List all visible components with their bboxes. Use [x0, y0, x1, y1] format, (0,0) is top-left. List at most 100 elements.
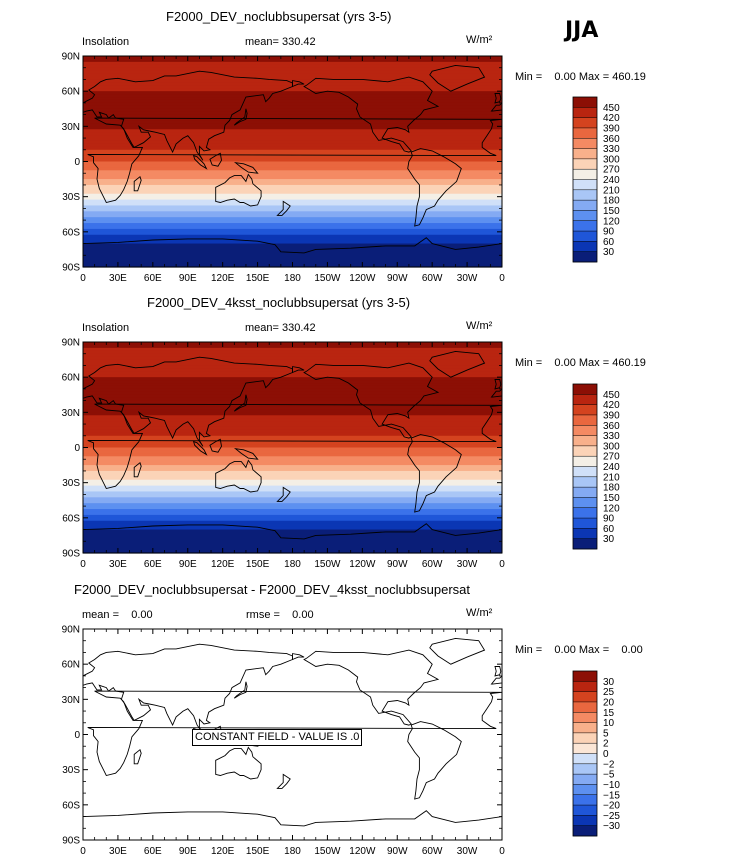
field-band	[83, 67, 502, 72]
coastline	[429, 637, 486, 665]
coastline	[233, 681, 248, 699]
field-band	[83, 441, 502, 446]
field-band	[83, 514, 502, 519]
y-tick-label: 30N	[62, 408, 80, 419]
coastline	[87, 690, 502, 777]
x-tick-label: 120W	[349, 559, 376, 570]
field-band	[83, 383, 502, 387]
field-band	[83, 353, 502, 358]
field-band	[83, 453, 502, 457]
field-band	[83, 97, 502, 101]
stat-value: 330.42	[282, 36, 316, 48]
x-tick-label: 180	[284, 273, 301, 284]
field-band	[83, 535, 502, 539]
colorbar-label: 240	[603, 462, 620, 473]
coastline	[292, 366, 305, 374]
field-band	[83, 511, 502, 516]
colorbar-box	[573, 815, 597, 826]
colorbar-label: 270	[603, 452, 620, 463]
x-tick-label: 30E	[109, 559, 127, 570]
x-tick-label: 30W	[457, 273, 478, 284]
panel-left-label-2: Insolation	[82, 322, 130, 334]
field-band	[83, 88, 502, 92]
panel-title-1: F2000_DEV_noclubbsupersat (yrs 3-5)	[166, 9, 392, 24]
x-tick-label: 90E	[179, 559, 197, 570]
field-band	[83, 421, 502, 425]
colorbar-label: −2	[603, 759, 615, 770]
colorbar-label: 210	[603, 472, 620, 483]
field-band	[83, 470, 502, 475]
x-tick-label: 60W	[422, 559, 443, 570]
colorbar-label: 90	[603, 227, 615, 238]
field-band	[83, 243, 502, 248]
field-band	[83, 374, 502, 378]
field-band	[83, 211, 502, 215]
colorbar-label: 300	[603, 154, 620, 165]
min-max-1: Min = 0.00 Max = 460.19	[515, 71, 646, 83]
field-band	[83, 523, 502, 528]
field-band	[83, 187, 502, 192]
colorbar-box	[573, 456, 597, 467]
colorbar-box	[573, 466, 597, 478]
colorbar-label: 300	[603, 441, 620, 452]
x-tick-label: 180	[284, 559, 301, 570]
colorbar-label: 90	[603, 514, 615, 525]
field-band	[83, 91, 502, 95]
colorbar-box	[573, 743, 597, 754]
colorbar-box	[573, 784, 597, 796]
colorbar-box	[573, 753, 597, 765]
field-band	[83, 158, 502, 163]
colorbar-label: 330	[603, 144, 620, 155]
colorbar-box	[573, 681, 597, 692]
field-band	[83, 126, 502, 130]
field-band	[83, 491, 502, 495]
colorbar-label: 30	[603, 534, 615, 545]
field-band	[83, 167, 502, 171]
y-tick-label: 60N	[62, 87, 80, 98]
x-tick-label: 150E	[246, 273, 270, 284]
field-band	[83, 485, 502, 490]
field-band	[83, 249, 502, 253]
x-tick-label: 150W	[314, 559, 341, 570]
colorbar-box	[573, 538, 597, 550]
field-band	[83, 240, 502, 245]
units-label-3: W/m²	[466, 607, 493, 619]
coastline	[133, 175, 142, 192]
field-band	[83, 394, 502, 399]
field-band	[83, 494, 502, 498]
field-band	[83, 397, 502, 402]
coastline	[233, 448, 259, 460]
field-band	[83, 205, 502, 209]
stat-label: rmse =	[246, 609, 280, 621]
coastline	[215, 173, 262, 207]
field-band	[83, 488, 502, 493]
colorbar-box	[573, 158, 597, 170]
y-tick-label: 60S	[62, 800, 80, 811]
colorbar-box	[573, 394, 597, 405]
colorbar-box	[573, 763, 597, 775]
colorbar-box	[573, 805, 597, 816]
colorbar-box	[573, 487, 597, 498]
field-band	[83, 132, 502, 136]
field-band	[83, 199, 502, 204]
field-band	[83, 146, 502, 151]
season-label: JJA	[565, 18, 599, 43]
coastline	[303, 76, 440, 153]
field-band	[83, 161, 502, 166]
units-label-1: W/m²	[466, 34, 493, 46]
colorbar-label: 150	[603, 206, 620, 217]
field-band	[83, 517, 502, 522]
field-band	[83, 497, 502, 501]
field-band	[83, 152, 502, 157]
field-band	[83, 412, 502, 416]
colorbar-box	[573, 117, 597, 129]
field-band	[83, 526, 502, 531]
field-band	[83, 108, 502, 113]
field-band	[83, 377, 502, 381]
field-band	[83, 94, 502, 98]
field-band	[83, 208, 502, 212]
field-band	[83, 228, 502, 233]
x-tick-label: 0	[80, 273, 86, 284]
x-tick-label: 0	[80, 846, 86, 857]
